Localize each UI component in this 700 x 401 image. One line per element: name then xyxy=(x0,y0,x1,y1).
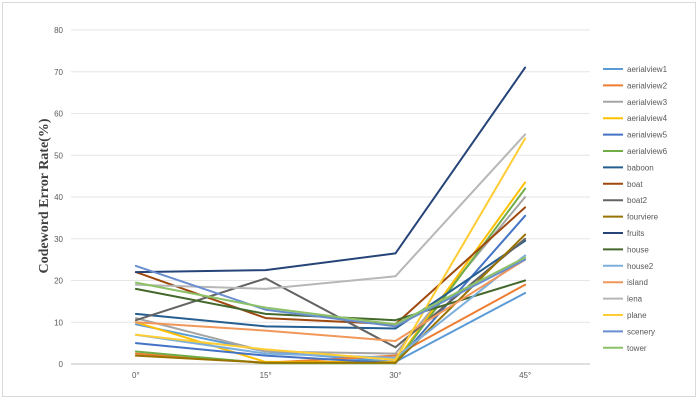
series-line-aerialview1 xyxy=(134,292,527,363)
legend-label: aerialview3 xyxy=(627,98,668,107)
y-tick-label: 0 xyxy=(59,360,64,369)
x-tick-label: 0° xyxy=(132,371,140,380)
y-axis-label: Codeword Error Rate(%) xyxy=(37,118,52,273)
legend-label: house xyxy=(627,245,649,254)
y-tick-label: 60 xyxy=(54,110,63,119)
series-line-island xyxy=(134,258,527,342)
legend-label: plane xyxy=(627,311,647,320)
legend-label: fourviere xyxy=(627,213,659,222)
legend-label: island xyxy=(627,278,648,287)
x-tick-label: 45° xyxy=(519,371,531,380)
series-line-fruits xyxy=(134,66,527,274)
y-tick-label: 50 xyxy=(54,151,63,160)
legend-label: baboon xyxy=(627,163,654,172)
x-tick-label: 30° xyxy=(389,371,401,380)
legend-label: aerialview5 xyxy=(627,131,668,140)
legend-label: aerialview2 xyxy=(627,81,668,90)
series-line-fourviere xyxy=(134,233,527,364)
y-tick-label: 20 xyxy=(54,277,63,286)
series-line-tower xyxy=(134,256,527,326)
legend-label: aerialview1 xyxy=(627,65,668,74)
legend-label: lena xyxy=(627,295,643,304)
x-tick-labels: 0° 15° 30° 45° xyxy=(132,371,531,380)
legend-label: boat2 xyxy=(627,196,648,205)
series-line-aerialview3 xyxy=(134,196,527,355)
legend-label: tower xyxy=(627,344,647,353)
gridlines xyxy=(71,29,590,365)
legend-label: house2 xyxy=(627,262,654,271)
y-tick-label: 80 xyxy=(54,26,63,35)
y-tick-label: 10 xyxy=(54,318,63,327)
series-line-scenery xyxy=(134,258,527,328)
series-line-plane xyxy=(134,137,527,361)
series-line-aerialview5 xyxy=(134,214,527,365)
legend-label: aerialview4 xyxy=(627,114,668,123)
y-tick-label: 30 xyxy=(54,235,63,244)
y-tick-label: 70 xyxy=(54,68,63,77)
series-line-baboon xyxy=(134,239,527,330)
series-lines xyxy=(134,66,527,365)
x-tick-label: 15° xyxy=(260,371,272,380)
legend-label: fruits xyxy=(627,229,644,238)
series-line-house2 xyxy=(134,254,527,359)
chart-frame xyxy=(2,2,696,397)
legend-label: scenery xyxy=(627,327,655,336)
legend: aerialview1 aerialview2 aerialview3 aerialv… xyxy=(603,65,668,353)
legend-label: aerialview6 xyxy=(627,147,668,156)
y-tick-labels: 0 10 20 30 40 50 60 70 80 xyxy=(54,26,63,369)
legend-label: boat xyxy=(627,180,643,189)
y-tick-label: 40 xyxy=(54,193,63,202)
